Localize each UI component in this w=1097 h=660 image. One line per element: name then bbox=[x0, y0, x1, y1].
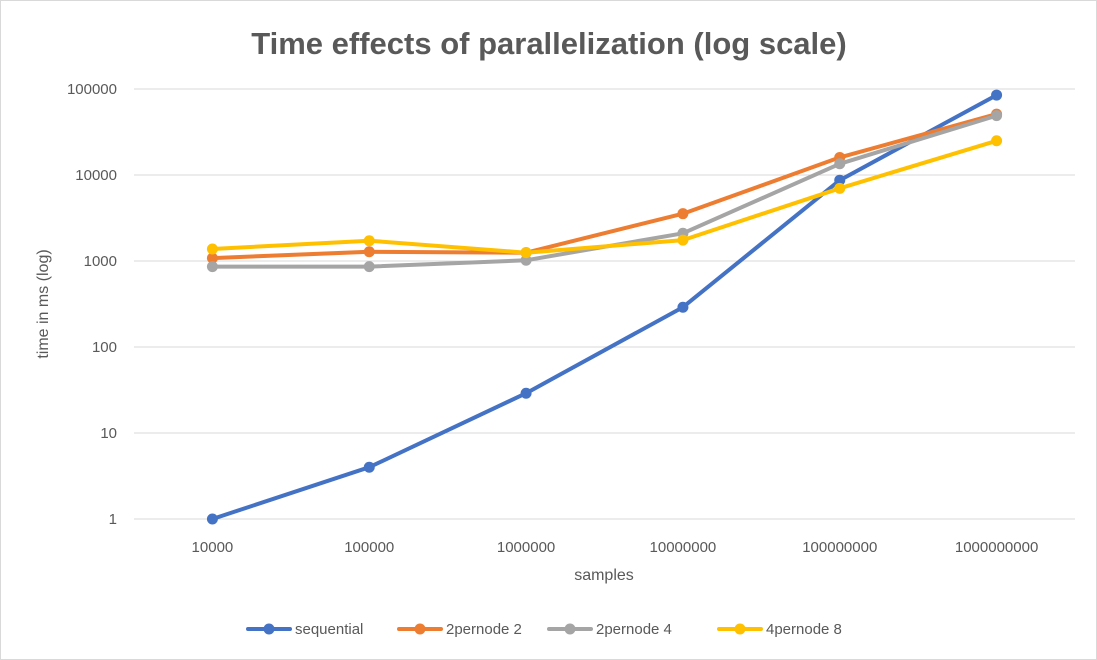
x-tick-labels: 10000 100000 1000000 10000000 100000000 10000… bbox=[192, 539, 1039, 556]
data-point bbox=[991, 89, 1003, 101]
legend-label: 4pernode 8 bbox=[766, 621, 842, 638]
data-point bbox=[206, 513, 218, 525]
y-tick-label: 1000 bbox=[84, 253, 117, 270]
data-point bbox=[206, 252, 218, 264]
data-point bbox=[206, 243, 218, 255]
legend-marker bbox=[414, 623, 426, 635]
series-line-3 bbox=[210, 138, 999, 255]
data-point bbox=[520, 254, 532, 266]
series-line-1 bbox=[210, 112, 999, 261]
data-point bbox=[363, 235, 375, 247]
data-point bbox=[520, 247, 532, 259]
series-lines bbox=[206, 89, 1003, 525]
series-line-0 bbox=[210, 93, 999, 521]
data-point bbox=[206, 261, 218, 273]
legend-label: 2pernode 2 bbox=[446, 621, 522, 638]
y-tick-label: 10000 bbox=[75, 167, 117, 184]
legend-label: sequential bbox=[295, 621, 363, 638]
x-tick-label: 1000000000 bbox=[955, 539, 1038, 556]
y-tick-label: 1 bbox=[109, 511, 117, 528]
y-tick-label: 100000 bbox=[67, 81, 117, 98]
legend-marker bbox=[564, 623, 576, 635]
data-point bbox=[834, 174, 846, 186]
data-point bbox=[363, 261, 375, 273]
legend-label: 2pernode 4 bbox=[596, 621, 672, 638]
data-point bbox=[834, 182, 846, 194]
y-tick-label: 100 bbox=[92, 339, 117, 356]
data-point bbox=[991, 110, 1003, 122]
chart-title: Time effects of parallelization (log sca… bbox=[251, 26, 846, 61]
data-point bbox=[677, 208, 689, 220]
x-tick-label: 100000 bbox=[344, 539, 394, 556]
x-axis-title: samples bbox=[574, 567, 634, 584]
y-tick-labels: 1 10 100 1000 10000 100000 bbox=[67, 81, 117, 528]
data-point bbox=[991, 135, 1003, 147]
y-tick-label: 10 bbox=[100, 425, 117, 442]
data-point bbox=[677, 301, 689, 313]
data-point bbox=[363, 246, 375, 258]
x-tick-label: 10000000 bbox=[650, 539, 717, 556]
data-point bbox=[520, 387, 532, 399]
x-tick-label: 100000000 bbox=[802, 539, 877, 556]
y-axis-title: time in ms (log) bbox=[35, 249, 52, 358]
gridlines bbox=[134, 88, 1075, 520]
legend: sequential 2pernode 2 2pernode 4 4pernode 8 bbox=[246, 621, 842, 638]
legend-marker bbox=[734, 623, 746, 635]
x-tick-label: 10000 bbox=[192, 539, 234, 556]
data-point bbox=[677, 234, 689, 246]
legend-marker bbox=[263, 623, 275, 635]
data-point bbox=[363, 461, 375, 473]
data-point bbox=[834, 158, 846, 170]
x-tick-label: 1000000 bbox=[497, 539, 555, 556]
